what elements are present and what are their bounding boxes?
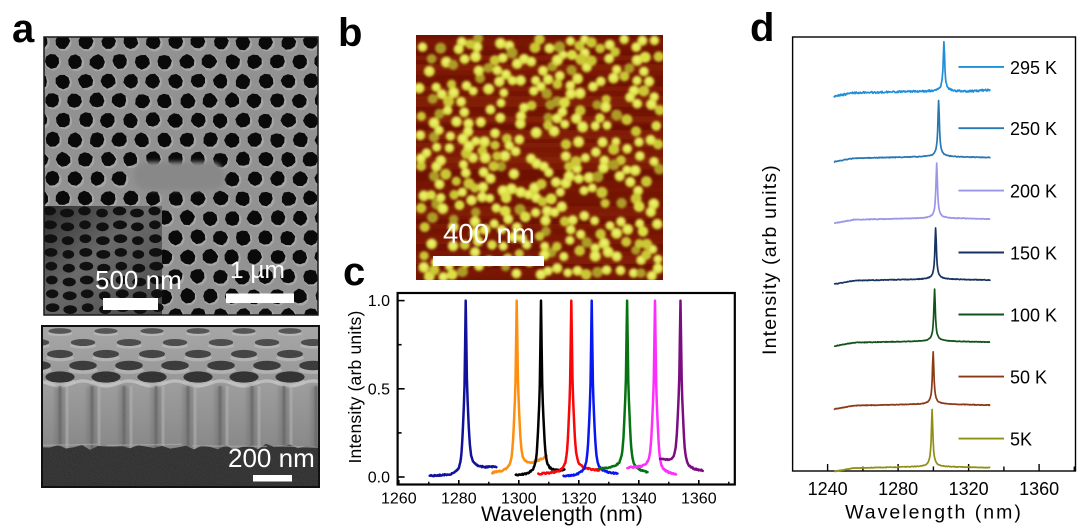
svg-text:0.0: 0.0 [368,470,390,487]
svg-text:0.5: 0.5 [368,381,390,398]
svg-text:1340: 1340 [621,491,657,508]
svg-text:b: b [338,11,362,55]
svg-text:Intensity (arb units): Intensity (arb units) [345,310,365,463]
svg-text:Wavelength (nm): Wavelength (nm) [481,503,643,526]
svg-text:500 nm: 500 nm [95,265,182,295]
svg-text:Intensity (arb units): Intensity (arb units) [759,164,781,355]
svg-text:200 K: 200 K [1010,182,1057,202]
svg-text:1360: 1360 [1019,479,1059,499]
svg-text:200 nm: 200 nm [228,443,315,473]
svg-text:5K: 5K [1010,430,1032,450]
svg-text:Wavelength (nm): Wavelength (nm) [845,502,1023,524]
svg-text:250 K: 250 K [1010,119,1057,139]
svg-text:d: d [750,6,774,50]
svg-text:1360: 1360 [681,491,717,508]
svg-text:1280: 1280 [878,479,918,499]
svg-text:1 µm: 1 µm [230,257,285,284]
svg-text:100 K: 100 K [1010,306,1057,326]
svg-text:150 K: 150 K [1010,244,1057,264]
svg-text:c: c [343,250,365,294]
svg-text:1320: 1320 [949,479,989,499]
svg-text:1300: 1300 [501,491,537,508]
svg-text:1.0: 1.0 [368,293,390,310]
svg-text:50 K: 50 K [1010,368,1047,388]
svg-text:1320: 1320 [561,491,597,508]
svg-text:1280: 1280 [441,491,477,508]
svg-text:a: a [12,7,35,51]
svg-text:1240: 1240 [808,479,848,499]
svg-text:1260: 1260 [381,491,417,508]
svg-text:400 nm: 400 nm [443,218,535,249]
svg-text:295 K: 295 K [1010,58,1057,78]
